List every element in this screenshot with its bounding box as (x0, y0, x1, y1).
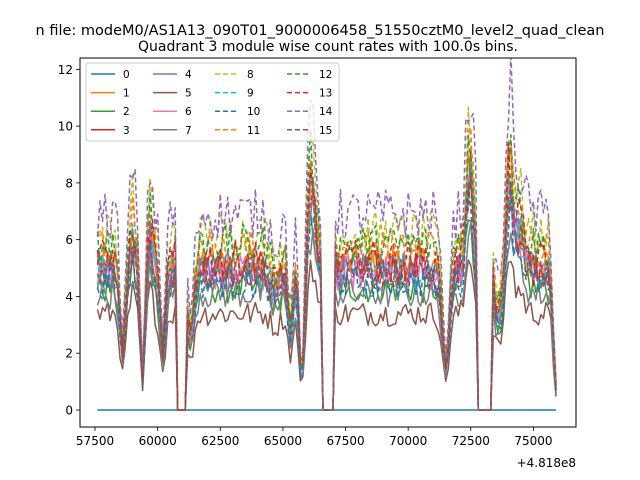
chart-title: Quadrant 3 module wise count rates with … (138, 39, 518, 55)
x-axis: 57500 60000 62500 65000 67500 70000 72500 75000 (76, 427, 553, 448)
y-tick-label: 2 (65, 347, 73, 361)
y-tick-label: 12 (58, 63, 73, 77)
chart-suptitle: n file: modeM0/AS1A13_090T01_9000006458_… (36, 23, 605, 39)
y-tick-label: 6 (65, 233, 73, 247)
x-tick-label: 60000 (139, 434, 177, 448)
y-tick-label: 0 (65, 403, 73, 417)
legend-label: 12 (319, 69, 332, 81)
series-line-14 (96, 58, 557, 411)
y-axis: 0 2 4 6 8 10 12 (58, 63, 80, 417)
x-tick-label: 67500 (326, 434, 364, 448)
legend-label: 14 (319, 106, 333, 118)
legend-label: 7 (185, 125, 192, 137)
legend-label: 4 (185, 69, 192, 81)
legend-box (85, 62, 340, 142)
legend-label: 13 (319, 88, 332, 100)
series-layer (96, 58, 557, 411)
x-tick-label: 65000 (264, 434, 302, 448)
y-tick-label: 8 (65, 176, 73, 190)
legend-label: 6 (185, 106, 192, 118)
legend-label: 2 (123, 106, 130, 118)
legend-label: 11 (247, 125, 260, 137)
x-tick-label: 75000 (514, 434, 552, 448)
legend-label: 15 (319, 125, 332, 137)
y-tick-label: 4 (65, 290, 73, 304)
x-tick-label: 70000 (389, 434, 427, 448)
x-tick-label: 72500 (452, 434, 490, 448)
plot-frame (79, 57, 577, 428)
series-line-15 (96, 171, 557, 411)
legend-label: 8 (247, 69, 254, 81)
legend-label: 10 (247, 106, 260, 118)
x-offset-label: +4.818e8 (517, 456, 576, 470)
x-tick-label: 62500 (201, 434, 239, 448)
legend-label: 9 (247, 88, 254, 100)
y-tick-label: 10 (58, 120, 73, 134)
x-tick-label: 57500 (76, 434, 114, 448)
legend-label: 5 (185, 88, 192, 100)
legend-label: 3 (123, 125, 130, 137)
legend-label: 0 (123, 69, 130, 81)
legend-label: 1 (123, 88, 130, 100)
